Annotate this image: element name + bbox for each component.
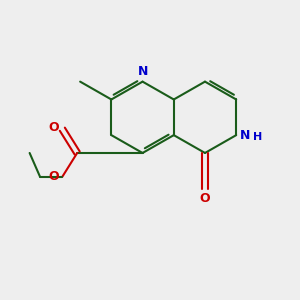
Text: O: O [200, 192, 210, 205]
Text: N: N [240, 129, 250, 142]
Text: O: O [49, 170, 59, 183]
Text: H: H [254, 132, 263, 142]
Text: N: N [137, 65, 148, 78]
Text: O: O [49, 121, 59, 134]
